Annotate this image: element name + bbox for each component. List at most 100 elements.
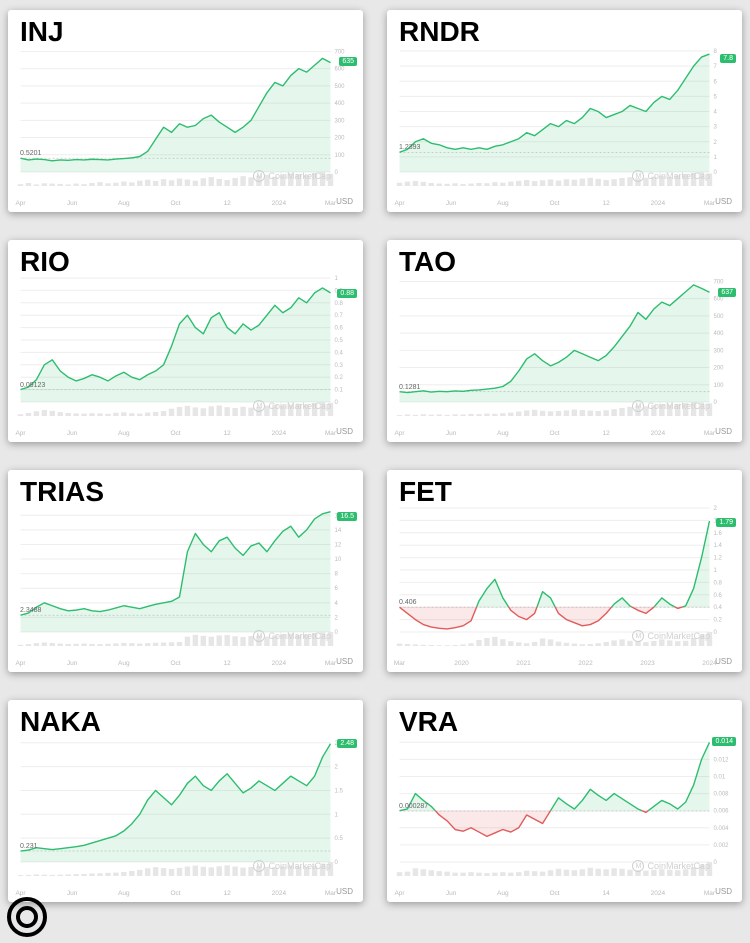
svg-text:Aug: Aug xyxy=(118,430,130,437)
svg-text:0.004: 0.004 xyxy=(714,826,730,832)
svg-text:2021: 2021 xyxy=(516,660,531,667)
svg-text:12: 12 xyxy=(603,200,611,207)
svg-text:Mar: Mar xyxy=(325,430,337,437)
ticker-symbol: TAO xyxy=(399,246,456,278)
watermark: MCoinMarketCap xyxy=(253,630,331,642)
svg-text:Jun: Jun xyxy=(67,430,78,437)
svg-text:Oct: Oct xyxy=(170,660,180,667)
svg-text:6: 6 xyxy=(335,586,339,592)
currency-label: USD xyxy=(715,657,732,666)
svg-text:Mar: Mar xyxy=(325,660,337,667)
svg-text:2: 2 xyxy=(714,506,718,512)
svg-text:0: 0 xyxy=(335,400,339,406)
watermark-text: CoinMarketCap xyxy=(647,861,710,871)
watermark: MCoinMarketCap xyxy=(632,630,710,642)
svg-text:7: 7 xyxy=(714,64,718,70)
svg-text:Apr: Apr xyxy=(15,660,26,667)
start-price-label: 0.09123 xyxy=(20,382,45,389)
svg-text:0: 0 xyxy=(714,400,718,406)
svg-text:0: 0 xyxy=(714,860,718,866)
start-price-label: 0.5201 xyxy=(20,150,41,157)
start-price-label: 0.406 xyxy=(399,599,417,606)
svg-text:1.6: 1.6 xyxy=(714,531,723,537)
svg-text:Aug: Aug xyxy=(497,430,509,437)
svg-text:300: 300 xyxy=(335,118,346,124)
currency-label: USD xyxy=(715,887,732,896)
brand-circle-icon xyxy=(6,896,48,943)
svg-text:100: 100 xyxy=(335,153,346,159)
watermark-text: CoinMarketCap xyxy=(647,401,710,411)
svg-text:Jun: Jun xyxy=(446,200,457,207)
watermark-text: CoinMarketCap xyxy=(268,861,331,871)
svg-text:0: 0 xyxy=(335,860,339,866)
current-price-badge: 1.79 xyxy=(716,518,736,527)
svg-text:Apr: Apr xyxy=(15,430,26,437)
svg-text:Apr: Apr xyxy=(394,200,405,207)
chart-card: 0100200300400500600700AprJunAugOct122024… xyxy=(8,10,363,212)
watermark: MCoinMarketCap xyxy=(253,860,331,872)
svg-text:Jun: Jun xyxy=(446,430,457,437)
svg-text:12: 12 xyxy=(224,890,232,897)
svg-text:0.2: 0.2 xyxy=(714,618,723,624)
watermark-text: CoinMarketCap xyxy=(268,171,331,181)
svg-text:2020: 2020 xyxy=(454,660,469,667)
svg-text:3: 3 xyxy=(714,125,718,131)
svg-text:0.4: 0.4 xyxy=(335,350,344,356)
svg-text:2024: 2024 xyxy=(272,660,287,667)
watermark-icon: M xyxy=(632,860,644,872)
svg-text:600: 600 xyxy=(335,67,346,73)
chart-card: 00.0020.0040.0060.0080.010.0120.014AprJu… xyxy=(387,700,742,902)
currency-label: USD xyxy=(715,427,732,436)
svg-text:Apr: Apr xyxy=(394,890,405,897)
svg-text:0.01: 0.01 xyxy=(714,774,726,780)
svg-text:0.6: 0.6 xyxy=(335,326,344,332)
watermark: MCoinMarketCap xyxy=(253,170,331,182)
svg-text:Aug: Aug xyxy=(497,200,509,207)
svg-text:Jun: Jun xyxy=(446,890,457,897)
watermark-icon: M xyxy=(632,400,644,412)
chart-card: 00.20.40.60.811.21.41.61.82Mar2020202120… xyxy=(387,470,742,672)
chart-card: 0246810121416AprJunAugOct122024MarTRIAS2… xyxy=(8,470,363,672)
watermark-text: CoinMarketCap xyxy=(268,401,331,411)
svg-text:2: 2 xyxy=(335,615,339,621)
chart-card: 0100200300400500600700AprJunAugOct122024… xyxy=(387,240,742,442)
svg-text:4: 4 xyxy=(714,110,718,116)
watermark: MCoinMarketCap xyxy=(632,400,710,412)
svg-text:0.2: 0.2 xyxy=(335,375,344,381)
watermark-icon: M xyxy=(632,630,644,642)
svg-text:Apr: Apr xyxy=(15,200,26,207)
svg-text:0: 0 xyxy=(335,630,339,636)
svg-text:12: 12 xyxy=(224,200,232,207)
start-price-label: 2.3488 xyxy=(20,607,41,614)
current-price-badge: 7.8 xyxy=(720,54,736,63)
svg-text:400: 400 xyxy=(335,101,346,107)
svg-text:2022: 2022 xyxy=(578,660,593,667)
start-price-label: 1.2393 xyxy=(399,144,420,151)
currency-label: USD xyxy=(336,197,353,206)
svg-text:0: 0 xyxy=(714,630,718,636)
svg-text:6: 6 xyxy=(714,79,718,85)
start-price-label: 0.000287 xyxy=(399,803,428,810)
watermark: MCoinMarketCap xyxy=(253,400,331,412)
svg-text:1.4: 1.4 xyxy=(714,543,723,549)
svg-text:Jun: Jun xyxy=(67,660,78,667)
ticker-symbol: VRA xyxy=(399,706,458,738)
svg-text:200: 200 xyxy=(335,136,346,142)
svg-text:1: 1 xyxy=(714,155,718,161)
ticker-symbol: INJ xyxy=(20,16,64,48)
svg-text:Jun: Jun xyxy=(67,890,78,897)
svg-text:0.006: 0.006 xyxy=(714,809,730,815)
svg-text:2024: 2024 xyxy=(272,890,287,897)
svg-text:Oct: Oct xyxy=(549,200,559,207)
svg-text:12: 12 xyxy=(335,542,342,548)
currency-label: USD xyxy=(336,657,353,666)
svg-text:Aug: Aug xyxy=(497,890,509,897)
start-price-label: 0.1281 xyxy=(399,384,420,391)
current-price-badge: 2.48 xyxy=(337,739,357,748)
svg-text:0.1: 0.1 xyxy=(335,388,344,394)
svg-text:14: 14 xyxy=(335,528,342,534)
current-price-badge: 0.88 xyxy=(337,289,357,298)
svg-text:Aug: Aug xyxy=(118,200,130,207)
svg-text:12: 12 xyxy=(224,430,232,437)
watermark-text: CoinMarketCap xyxy=(647,171,710,181)
